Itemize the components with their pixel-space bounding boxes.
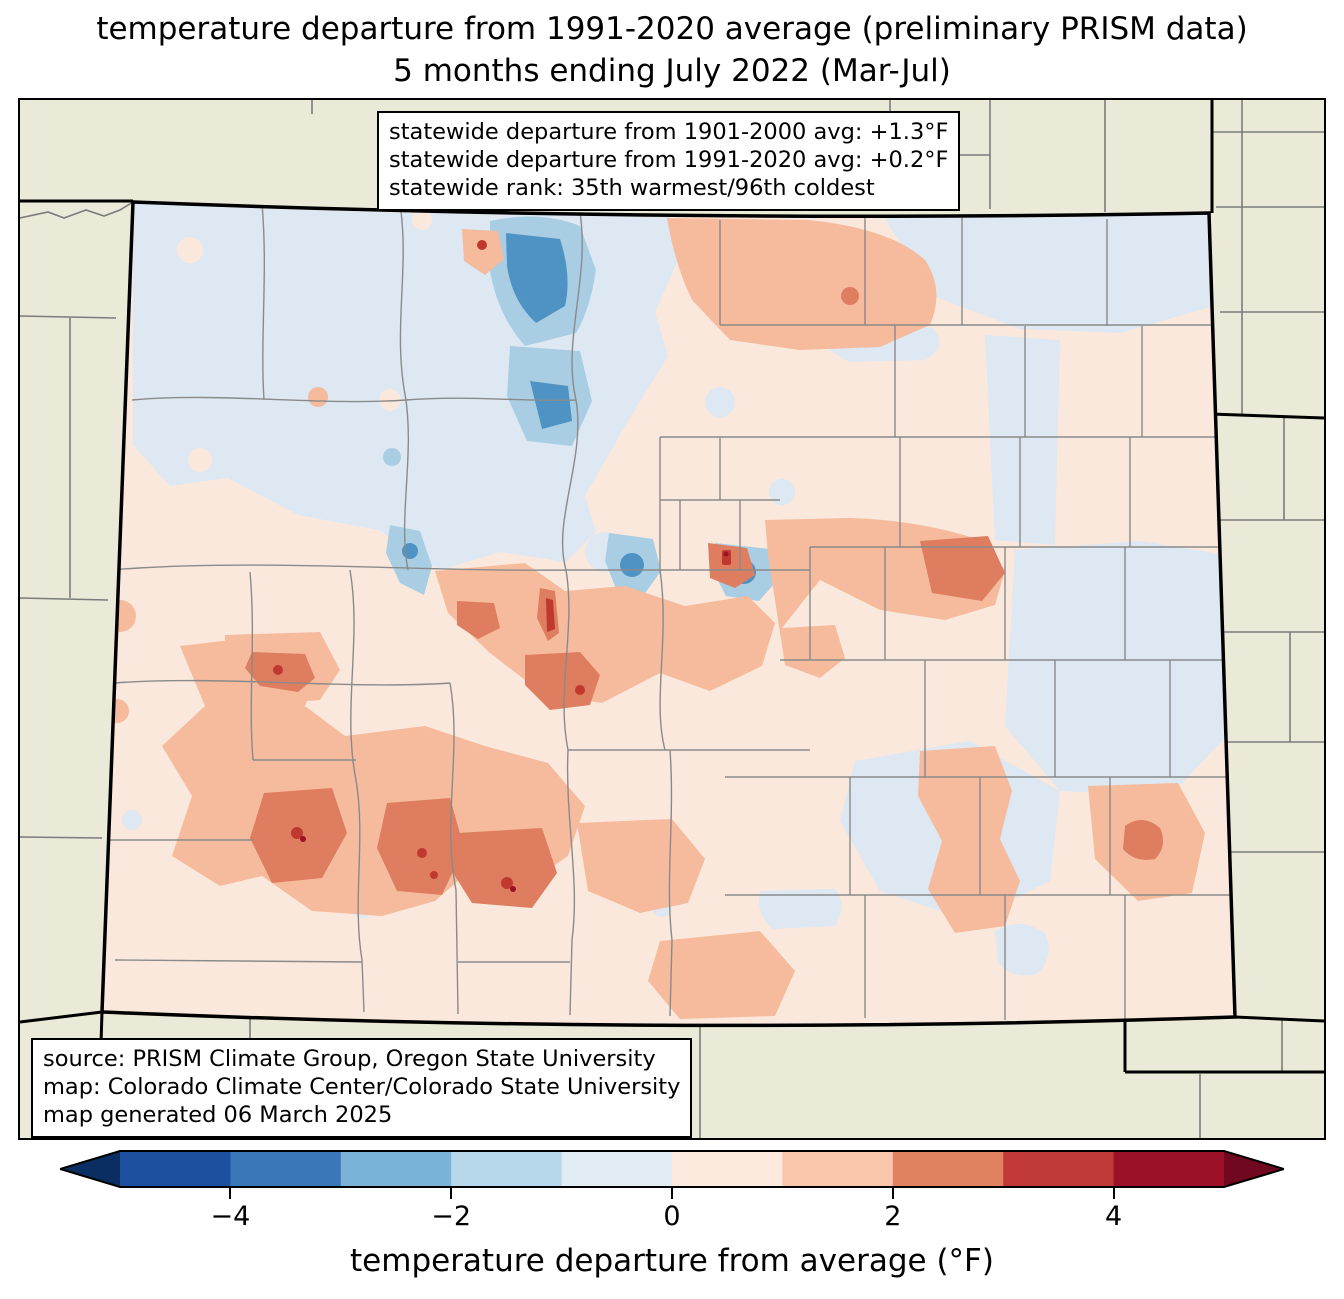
colorbar-tick-label: −2 <box>431 1201 472 1232</box>
colorbar-segment <box>120 1151 231 1187</box>
colorbar-tick-label: −4 <box>210 1201 251 1232</box>
colorbar-segment <box>340 1151 452 1187</box>
colorbar-segment <box>451 1151 563 1187</box>
colorbar-segment <box>892 1151 1004 1187</box>
colorbar-tick <box>671 1188 673 1199</box>
stats-line-1901-2000: statewide departure from 1901-2000 avg: … <box>389 119 949 145</box>
source-box: source: PRISM Climate Group, Oregon Stat… <box>31 1038 693 1138</box>
map-credit-line: map: Colorado Climate Center/Colorado St… <box>43 1074 681 1100</box>
stats-line-1991-2020: statewide departure from 1991-2020 avg: … <box>389 147 949 173</box>
colorbar-gradient <box>56 1150 1288 1188</box>
colorado-state-border <box>100 200 1237 1028</box>
cool-strong-anomaly-cores <box>402 233 756 584</box>
colorbar: −4 −2 0 2 4 <box>56 1150 1288 1245</box>
map-frame <box>18 98 1326 1140</box>
colorbar-segment <box>782 1151 894 1187</box>
figure-title-line2: 5 months ending July 2022 (Mar-Jul) <box>393 53 951 89</box>
colorbar-tick-label: 2 <box>884 1201 902 1232</box>
stats-line-rank: statewide rank: 35th warmest/96th coldes… <box>389 175 875 201</box>
colorbar-tick <box>891 1188 894 1199</box>
colorado-anomaly-map <box>20 100 1324 1138</box>
colorbar-tick <box>229 1188 232 1199</box>
county-boundaries <box>105 203 1230 1020</box>
colorbar-axis-label: temperature departure from average (°F) <box>350 1243 994 1279</box>
generated-date-line: map generated 06 March 2025 <box>43 1102 393 1128</box>
colorbar-segment <box>561 1151 673 1187</box>
colorbar-over-arrow <box>1224 1151 1284 1187</box>
warm-light-patches <box>177 210 432 472</box>
colorbar-tick-label: 0 <box>663 1201 681 1232</box>
stats-box: statewide departure from 1901-2000 avg: … <box>377 111 961 211</box>
colorbar-segment <box>1003 1151 1115 1187</box>
colorbar-segment <box>230 1151 342 1187</box>
colorbar-tick <box>450 1188 453 1199</box>
colorbar-segment <box>672 1151 783 1187</box>
colorbar-tick <box>1112 1188 1115 1199</box>
hot-spot-anomalies <box>273 240 731 889</box>
figure-title-line1: temperature departure from 1991-2020 ave… <box>96 11 1248 47</box>
colorbar-tick-label: 4 <box>1105 1201 1123 1232</box>
colorbar-segment <box>1113 1151 1225 1187</box>
hot-core-dots <box>300 551 729 892</box>
colorbar-under-arrow <box>60 1151 120 1187</box>
source-line: source: PRISM Climate Group, Oregon Stat… <box>43 1046 656 1072</box>
